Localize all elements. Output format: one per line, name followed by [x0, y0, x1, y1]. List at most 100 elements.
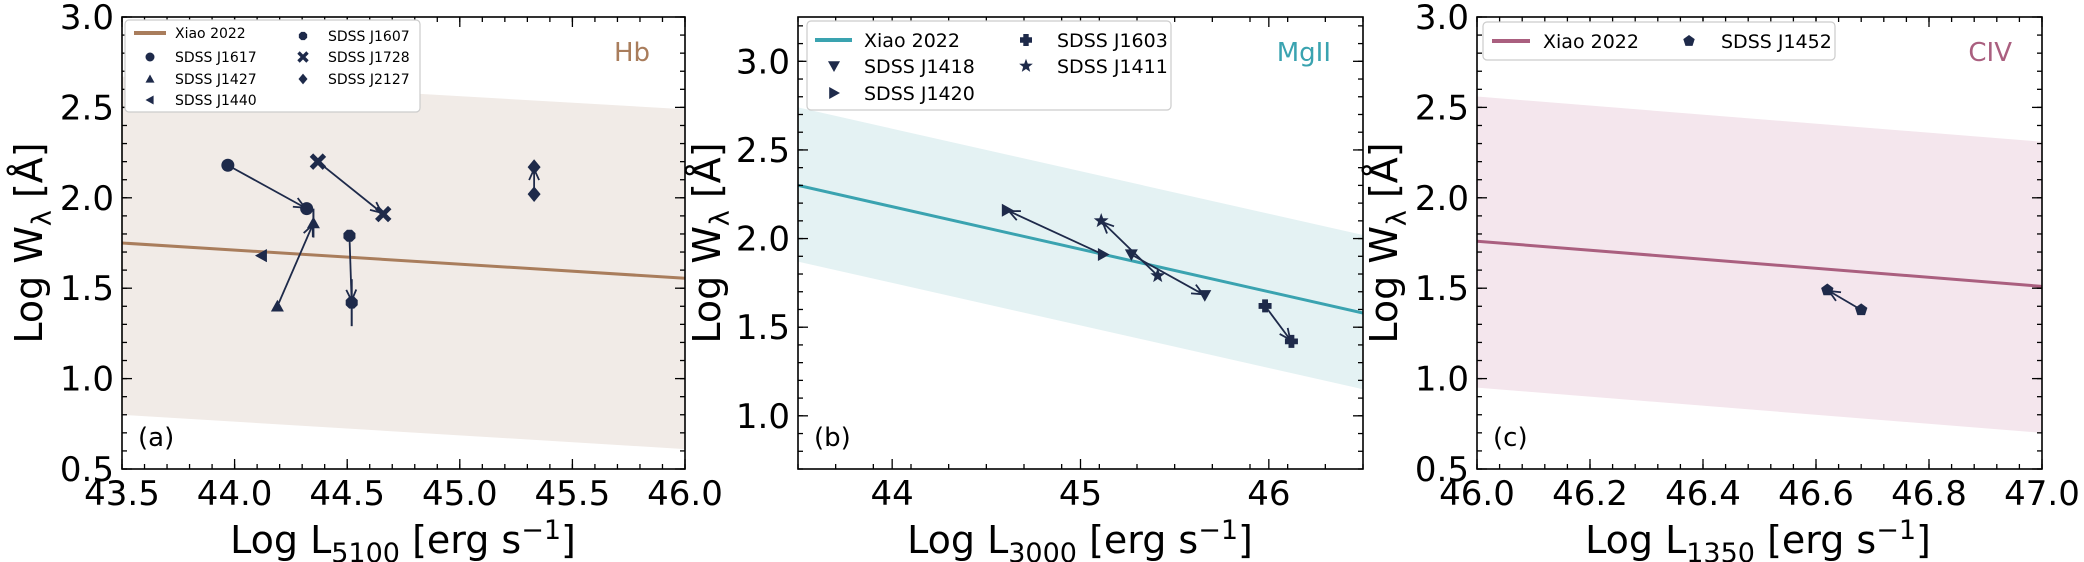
x-tick-label-4: 46.8 — [1891, 474, 1967, 514]
y-tick-label-0: 0.5 — [1415, 450, 1469, 490]
sdss-j1603-legend-marker — [1020, 34, 1032, 46]
sdss-j1420-legend-marker — [829, 87, 840, 99]
panel-b: 44 45 46 1.0 1.5 2.0 2.5 3.0 MgII (b) Log L3000… — [685, 16, 1364, 562]
panel-a-xlabel: Log L5100 [erg s−1] — [230, 515, 576, 562]
sdss-j2127-legend-marker — [298, 73, 308, 85]
sdss-j1411-legend-marker — [1019, 58, 1033, 72]
panel-a-frame — [121, 16, 686, 470]
panel-b-legend-box — [806, 20, 1172, 111]
panel-a-ylabel: Log Wλ [Å] — [7, 142, 58, 343]
panel-b-legend-label-2: SDSS J1603 — [1057, 30, 1168, 52]
panel-b-line-label: MgII — [1277, 38, 1331, 68]
panel-b-legend-item-0: SDSS J1418 — [828, 56, 975, 78]
panel-a-legend-item-2: SDSS J1440 — [145, 93, 257, 109]
sdss-j1452-arrow — [1826, 289, 1862, 311]
y-tick-label-2: 2.0 — [736, 220, 790, 260]
panel-c-ticks: 46.0 46.2 46.4 46.6 46.8 47.0 0.5 1.0 1.5 2.0 2.5 3… — [1415, 0, 2080, 514]
sdss-j1617-legend-marker — [145, 52, 155, 62]
sdss-j1603-end-marker — [1284, 334, 1298, 348]
y-tick-label-1: 1.0 — [60, 360, 114, 400]
sdss-j2127-end-marker-group — [527, 159, 541, 175]
panel-c-label: (c) — [1493, 423, 1528, 453]
sdss-j1427-arrow — [276, 222, 315, 307]
y-tick-label-4: 2.5 — [1415, 88, 1469, 128]
panel-c-frame — [1476, 16, 2043, 470]
sdss-j1728-arrow — [317, 160, 384, 215]
sdss-j1607-legend-marker-group — [298, 31, 308, 41]
y-tick-label-5: 3.0 — [1415, 0, 1469, 38]
panel-a-legend-label-2: SDSS J1440 — [175, 93, 257, 109]
sdss-j1617-end-marker — [300, 202, 314, 216]
panel-a: 43.5 44.0 44.5 45.0 45.5 46.0 0.5 1.0 1.5 2.0 2.5 3… — [7, 0, 723, 562]
panel-a-legend-box — [124, 19, 421, 113]
y-tick-label-3: 2.0 — [1415, 179, 1469, 219]
sdss-j1452-legend-marker — [1683, 35, 1695, 46]
panel-b-xlabel: Log L3000 [erg s−1] — [907, 515, 1253, 562]
sdss-j1728-end-marker-group — [375, 205, 392, 223]
panel-b-legend-label-0: SDSS J1418 — [864, 56, 975, 78]
y-tick-label-4: 2.5 — [60, 88, 114, 128]
panel-c-ylabel: Log Wλ [Å] — [1362, 142, 1413, 343]
y-tick-label-2: 1.5 — [1415, 269, 1469, 309]
sdss-j1418-end-marker — [1198, 290, 1212, 302]
y-tick-label-1: 1.0 — [1415, 360, 1469, 400]
x-tick-label-2: 46 — [1247, 474, 1290, 514]
sdss-j1427-end-marker — [306, 216, 320, 229]
panel-a-legend-label-5: SDSS J2127 — [328, 72, 410, 88]
panel-c-line-label: CIV — [1968, 38, 2012, 68]
x-tick-label-1: 46.2 — [1552, 474, 1628, 514]
panel-b-legend-item-1: SDSS J1420 — [829, 83, 975, 105]
sdss-j1420-arrow — [1006, 209, 1104, 256]
sdss-j1607-arrow — [348, 235, 353, 303]
sdss-j1607-end-marker — [345, 296, 358, 309]
panel-c-xlabel: Log L1350 [erg s−1] — [1585, 515, 1931, 562]
panel-a-label: (a) — [138, 423, 174, 453]
sdss-j1728-legend-marker — [297, 51, 309, 63]
panel-c-legend-item-0: SDSS J1452 — [1683, 31, 1832, 53]
sdss-j1427-end-marker-group — [306, 216, 320, 229]
x-tick-label-1: 44.0 — [197, 474, 273, 514]
sdss-j1728-legend-marker-group — [297, 51, 309, 63]
sdss-j1452-legend-marker-group — [1683, 35, 1695, 46]
panel-b-ylabel: Log Wλ [Å] — [685, 142, 736, 343]
x-tick-label-0: 46.0 — [1439, 474, 1515, 514]
panel-a-legend-item-1: SDSS J1427 — [145, 72, 257, 88]
panel-b-ticks: 44 45 46 1.0 1.5 2.0 2.5 3.0 — [736, 17, 1364, 514]
sdss-j1440-end-marker — [255, 249, 267, 263]
sdss-j1411-end-marker — [1093, 213, 1109, 228]
sdss-j1728-end-marker — [375, 205, 392, 223]
panel-a-line-label: Hb — [614, 38, 650, 68]
x-tick-label-3: 46.6 — [1778, 474, 1854, 514]
panel-b-legend: Xiao 2022 SDSS J1418 SDSS J1420 SDSS J16… — [806, 20, 1172, 111]
sdss-j1452-end-marker-group — [1821, 283, 1834, 296]
sdss-j1411-end-marker-group — [1093, 213, 1109, 228]
panel-c-legend-label-0: SDSS J1452 — [1721, 31, 1832, 53]
sdss-j1617-arrow — [227, 164, 308, 210]
sdss-j1617-end-marker-group — [300, 202, 314, 216]
sdss-j1420-start-marker-group — [1097, 248, 1110, 262]
x-tick-label-5: 46.0 — [647, 474, 723, 514]
panel-c-relation-line — [1477, 239, 2042, 288]
sdss-j1418-legend-marker-group — [828, 61, 840, 72]
x-tick-label-5: 47.0 — [2004, 474, 2080, 514]
sdss-j1411-arrow — [1100, 220, 1159, 277]
panel-c-points — [1821, 283, 1868, 316]
panel-a-legend-label-3: SDSS J1607 — [328, 29, 410, 45]
panel-c-legend: Xiao 2022 SDSS J1452 — [1482, 21, 1836, 61]
y-tick-label-5: 3.0 — [60, 0, 114, 38]
panel-a-legend-item-3: SDSS J1607 — [298, 29, 410, 45]
panel-b-legend-label-1: SDSS J1420 — [864, 83, 975, 105]
x-tick-label-2: 46.4 — [1665, 474, 1741, 514]
panel-c-legend-line-label: Xiao 2022 — [1543, 31, 1639, 53]
sdss-j1418-legend-marker — [828, 61, 840, 72]
sdss-j1603-arrow — [1264, 305, 1293, 342]
panel-c-legend-box — [1482, 21, 1836, 61]
x-tick-label-0: 43.5 — [84, 474, 160, 514]
sdss-j1603-legend-marker-group — [1020, 34, 1032, 46]
sdss-j2127-legend-marker-group — [298, 73, 308, 85]
x-tick-label-0: 44 — [871, 474, 914, 514]
sdss-j1617-legend-marker-group — [145, 52, 155, 62]
x-tick-label-4: 45.5 — [535, 474, 611, 514]
panel-b-legend-label-3: SDSS J1411 — [1057, 56, 1168, 78]
